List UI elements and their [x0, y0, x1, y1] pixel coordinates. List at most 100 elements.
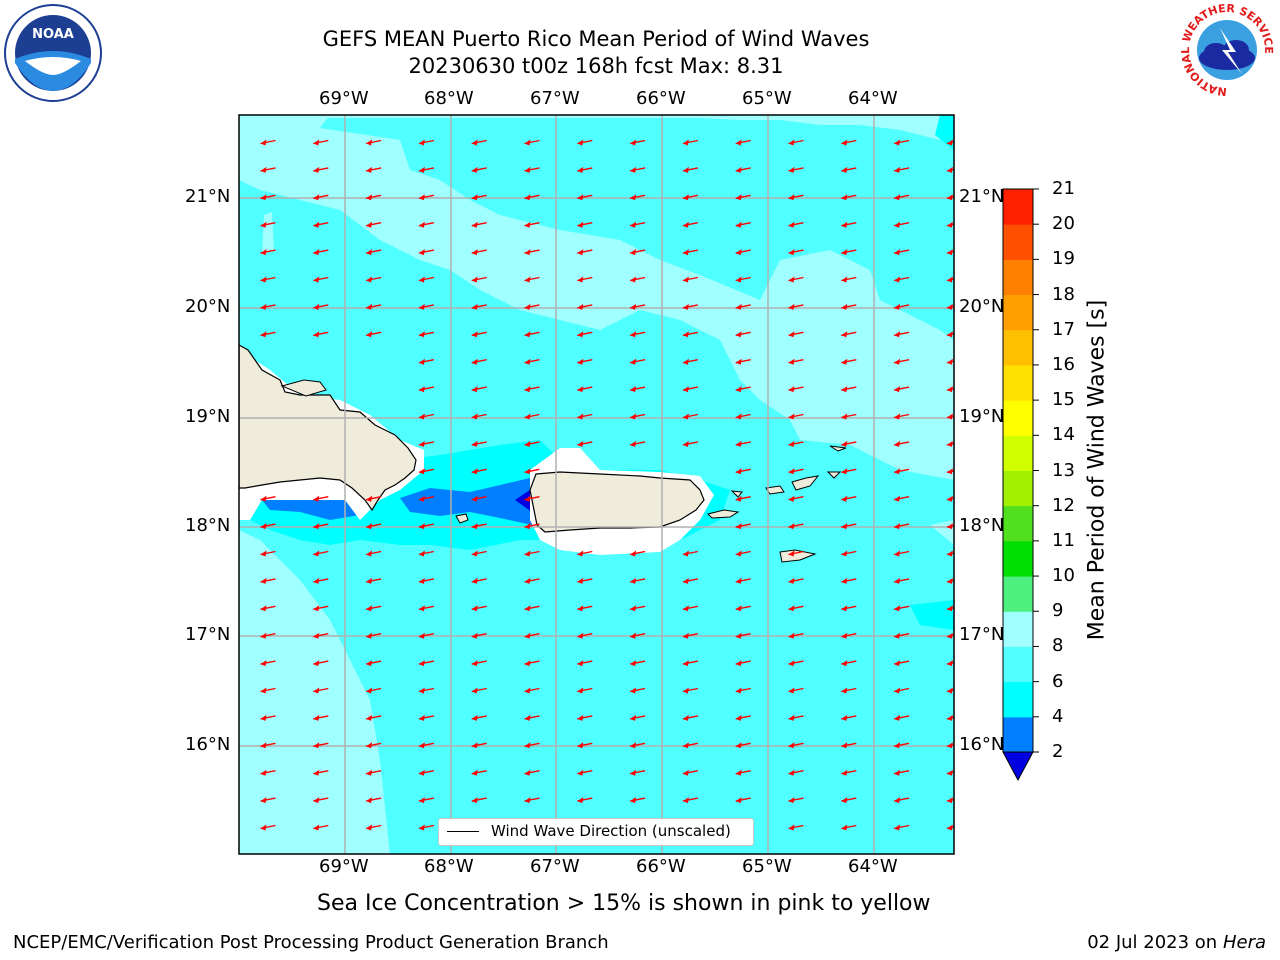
wave-direction-arrowhead	[471, 331, 478, 338]
wave-period-2-4-region	[515, 490, 532, 512]
wave-direction-arrowhead	[577, 550, 584, 557]
wave-direction-arrowhead	[841, 632, 848, 639]
wave-direction-arrowhead	[524, 687, 531, 694]
wave-direction-arrowhead	[894, 523, 901, 530]
wave-direction-arrowhead	[577, 577, 584, 584]
wave-direction-arrowhead	[946, 194, 953, 201]
lat-label-right-19n: 19°N	[959, 407, 1003, 427]
wave-direction-arrowhead	[471, 495, 478, 502]
wave-direction-arrowhead	[418, 632, 425, 639]
lat-label-right-16n: 16°N	[959, 735, 1003, 755]
wave-direction-arrowhead	[313, 331, 320, 338]
wave-direction-arrowhead	[735, 495, 742, 502]
wave-direction-arrowhead	[418, 550, 425, 557]
wave-direction-arrowhead	[418, 440, 425, 447]
wave-direction-arrowhead	[894, 194, 901, 201]
wave-direction-arrowhead	[682, 577, 689, 584]
wave-direction-arrowhead	[260, 550, 267, 557]
wave-direction-arrowhead	[682, 440, 689, 447]
wave-direction-arrowhead	[366, 276, 373, 283]
wave-direction-arrowhead	[630, 687, 637, 694]
lon-label-bottom-69w: 69°W	[319, 856, 369, 877]
wave-direction-arrowhead	[313, 769, 320, 776]
footer-date-text: 02 Jul 2023 on	[1087, 932, 1223, 953]
wave-direction-arrowhead	[313, 660, 320, 667]
wave-direction-arrowhead	[471, 797, 478, 804]
wave-direction-arrowhead	[418, 166, 425, 173]
wave-direction-arrowhead	[366, 632, 373, 639]
wave-direction-arrowhead	[260, 797, 267, 804]
wave-direction-arrowhead	[735, 550, 742, 557]
wave-direction-arrowhead	[894, 550, 901, 557]
wave-direction-arrowhead	[788, 440, 795, 447]
wave-direction-arrowhead	[260, 166, 267, 173]
wave-direction-arrowhead	[841, 523, 848, 530]
wave-direction-arrowhead	[524, 358, 531, 365]
wave-direction-arrowhead	[946, 577, 953, 584]
wave-direction-arrowhead	[366, 249, 373, 256]
wave-direction-arrowhead	[366, 139, 373, 146]
wave-direction-arrowhead	[894, 660, 901, 667]
wave-direction-arrowhead	[471, 221, 478, 228]
wave-direction-arrowhead	[577, 249, 584, 256]
footer-org: NCEP/EMC/Verification Post Processing Pr…	[13, 932, 609, 953]
wave-direction-arrowhead	[630, 249, 637, 256]
wave-direction-arrowhead	[418, 331, 425, 338]
wave-direction-arrowhead	[366, 742, 373, 749]
wave-direction-arrowhead	[946, 276, 953, 283]
wave-direction-arrowhead	[894, 577, 901, 584]
wave-direction-arrowhead	[735, 797, 742, 804]
wave-direction-arrowhead	[788, 413, 795, 420]
colorbar-tick-label: 14	[1052, 424, 1075, 446]
wave-direction-arrowhead	[788, 632, 795, 639]
wave-direction-arrowhead	[788, 468, 795, 475]
wave-direction-arrowhead	[630, 331, 637, 338]
wave-direction-arrowhead	[682, 276, 689, 283]
wave-direction-arrowhead	[577, 605, 584, 612]
wave-direction-arrowhead	[524, 769, 531, 776]
wave-direction-arrowhead	[682, 139, 689, 146]
wave-direction-arrowhead	[471, 276, 478, 283]
wave-direction-arrowhead	[471, 632, 478, 639]
wave-direction-arrowhead	[682, 797, 689, 804]
wave-direction-arrowhead	[630, 632, 637, 639]
wave-direction-arrowhead	[260, 276, 267, 283]
wave-direction-arrowhead	[841, 495, 848, 502]
wave-direction-arrowhead	[630, 221, 637, 228]
wave-direction-arrowhead	[577, 303, 584, 310]
wave-direction-arrowhead	[524, 660, 531, 667]
colorbar-segment	[1003, 646, 1033, 683]
wave-direction-arrowhead	[524, 495, 531, 502]
wave-direction-arrowhead	[841, 194, 848, 201]
wave-direction-arrowhead	[735, 386, 742, 393]
wave-direction-arrowhead	[418, 605, 425, 612]
wave-direction-arrowhead	[630, 386, 637, 393]
wave-direction-arrowhead	[946, 605, 953, 612]
colorbar-segment	[1003, 435, 1033, 471]
wave-direction-arrowhead	[788, 221, 795, 228]
wave-direction-arrowhead	[313, 276, 320, 283]
wave-direction-arrowhead	[577, 660, 584, 667]
wave-direction-arrowhead	[894, 358, 901, 365]
wave-direction-arrowhead	[471, 194, 478, 201]
colorbar-tick-label: 10	[1052, 565, 1075, 587]
wave-direction-arrowhead	[471, 605, 478, 612]
wave-direction-arrowhead	[894, 605, 901, 612]
wave-direction-arrowhead	[735, 577, 742, 584]
wave-direction-arrowhead	[366, 550, 373, 557]
wave-direction-arrowhead	[735, 331, 742, 338]
wave-direction-arrowhead	[894, 139, 901, 146]
wave-direction-arrowhead	[682, 194, 689, 201]
wave-period-4-6-region	[262, 478, 532, 525]
wave-direction-arrowhead	[471, 386, 478, 393]
wave-direction-arrowhead	[841, 303, 848, 310]
wave-direction-arrowhead	[894, 742, 901, 749]
wave-direction-arrowhead	[577, 714, 584, 721]
wave-direction-arrowhead	[788, 550, 795, 557]
wave-direction-arrowhead	[418, 824, 425, 831]
wave-direction-arrowhead	[471, 139, 478, 146]
wave-direction-arrowhead	[841, 221, 848, 228]
wave-direction-arrowhead	[366, 331, 373, 338]
wave-direction-arrowhead	[524, 440, 531, 447]
colorbar-label: Mean Period of Wind Waves [s]	[1084, 299, 1110, 641]
